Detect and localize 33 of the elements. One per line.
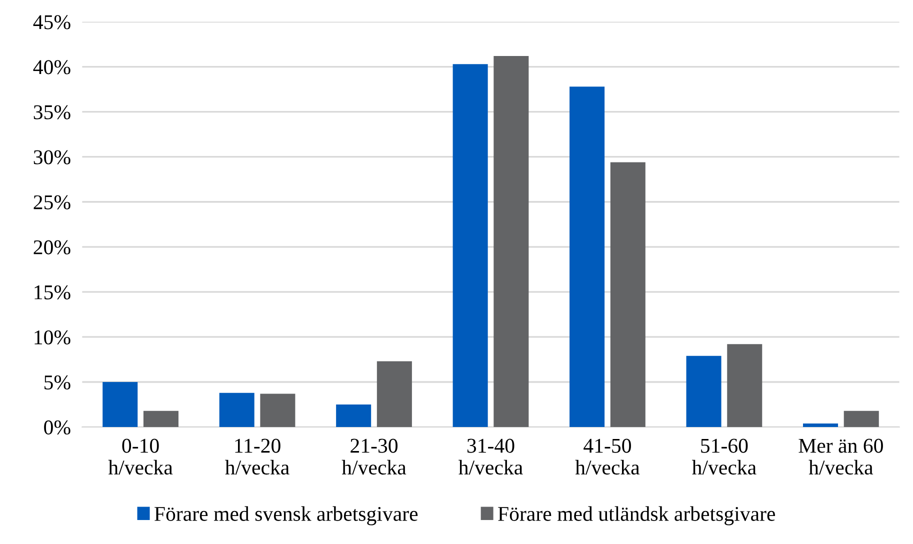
bar xyxy=(336,404,372,428)
bar xyxy=(376,361,412,428)
bar xyxy=(143,410,178,428)
x-tick-label: 41-50 h/vecka xyxy=(575,438,640,475)
x-tick-label: 21-30 h/vecka xyxy=(342,438,406,475)
y-tick-label: 25% xyxy=(34,195,70,210)
bar xyxy=(260,394,296,428)
y-tick-label: 35% xyxy=(34,105,70,120)
x-tick-label: 51-60 h/vecka xyxy=(692,438,756,475)
bar xyxy=(452,64,488,428)
bar xyxy=(610,162,646,428)
y-tick-label: 15% xyxy=(34,285,70,300)
x-tick-label: 31-40 h/vecka xyxy=(458,438,523,475)
bar xyxy=(494,56,529,428)
bar xyxy=(803,423,838,428)
x-tick-label: Mer än 60 h/vecka xyxy=(798,438,883,475)
x-tick-label: 0-10 h/vecka xyxy=(108,438,173,475)
legend-label: Förare med svensk arbetsgivare xyxy=(154,506,418,526)
y-tick-label: 45% xyxy=(33,15,70,30)
y-tick-label: 40% xyxy=(33,60,70,74)
y-tick-label: 5% xyxy=(44,375,70,390)
y-tick-label: 0% xyxy=(44,420,70,435)
bar xyxy=(102,382,138,428)
bar xyxy=(219,392,254,428)
y-tick-label: 20% xyxy=(34,240,70,254)
x-tick-label: 11-20 h/vecka xyxy=(225,438,290,475)
y-tick-label: 10% xyxy=(34,330,70,344)
legend-label: Förare med utländsk arbetsgivare xyxy=(498,506,776,526)
bar xyxy=(686,356,722,428)
bar xyxy=(570,86,605,428)
y-tick-label: 30% xyxy=(34,150,70,164)
bar xyxy=(844,410,879,428)
bar xyxy=(727,344,762,428)
